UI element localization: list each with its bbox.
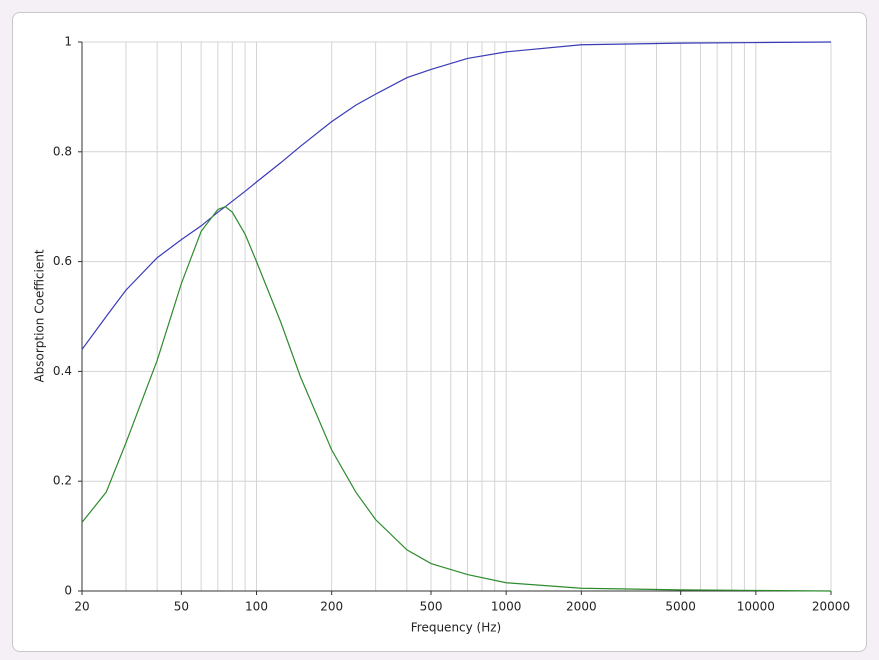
series-line	[81, 41, 832, 350]
x-tick-label: 1000	[491, 600, 522, 614]
chart-card	[12, 12, 867, 652]
x-tick-label: 10000	[737, 600, 775, 614]
x-tick-label: 50	[174, 600, 189, 614]
x-tick-label: 500	[420, 600, 443, 614]
y-tick-label: 0.4	[53, 364, 72, 378]
y-tick-label: 0	[64, 584, 72, 598]
y-tick-label: 0.6	[53, 254, 72, 268]
x-tick-label: 100	[245, 600, 268, 614]
x-tick-label: 5000	[665, 600, 696, 614]
y-tick-label: 1	[64, 35, 72, 49]
y-axis-label: Absorption Coefficient	[33, 249, 47, 382]
series-line	[81, 206, 832, 592]
y-tick-label: 0.8	[53, 144, 72, 158]
x-tick-label: 20	[74, 600, 89, 614]
x-tick-label: 2000	[566, 600, 597, 614]
x-tick-label: 200	[320, 600, 343, 614]
x-tick-label: 20000	[812, 600, 850, 614]
y-tick-label: 0.2	[53, 474, 72, 488]
x-axis-label: Frequency (Hz)	[411, 621, 502, 635]
